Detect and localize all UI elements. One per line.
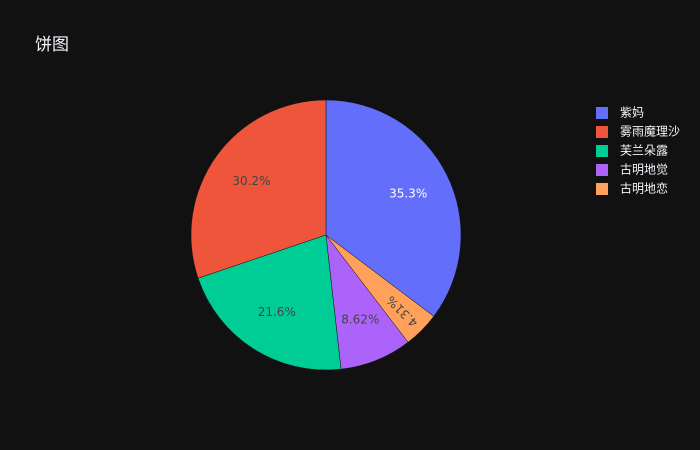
legend-swatch xyxy=(596,107,608,119)
legend-swatch xyxy=(596,164,608,176)
legend-swatch xyxy=(596,145,608,157)
pie-slice xyxy=(197,234,342,371)
slice-label: 21.6% xyxy=(258,305,296,319)
legend-label: 古明地恋 xyxy=(620,181,668,196)
slice-label: 35.3% xyxy=(389,187,427,201)
slice-label: 30.2% xyxy=(232,174,270,188)
slice-label: 8.62% xyxy=(341,313,379,327)
legend-swatch xyxy=(596,183,608,195)
pie-slice xyxy=(325,234,435,343)
legend-swatch xyxy=(596,126,608,138)
legend-label: 古明地觉 xyxy=(620,162,668,177)
legend-label: 雾雨魔理沙 xyxy=(620,124,680,139)
chart-title: 饼图 xyxy=(35,35,69,55)
pie-slice xyxy=(325,99,462,317)
legend-label: 紫妈 xyxy=(620,106,644,120)
legend-label: 芙兰朵露 xyxy=(620,144,668,158)
pie-slice xyxy=(190,99,327,279)
